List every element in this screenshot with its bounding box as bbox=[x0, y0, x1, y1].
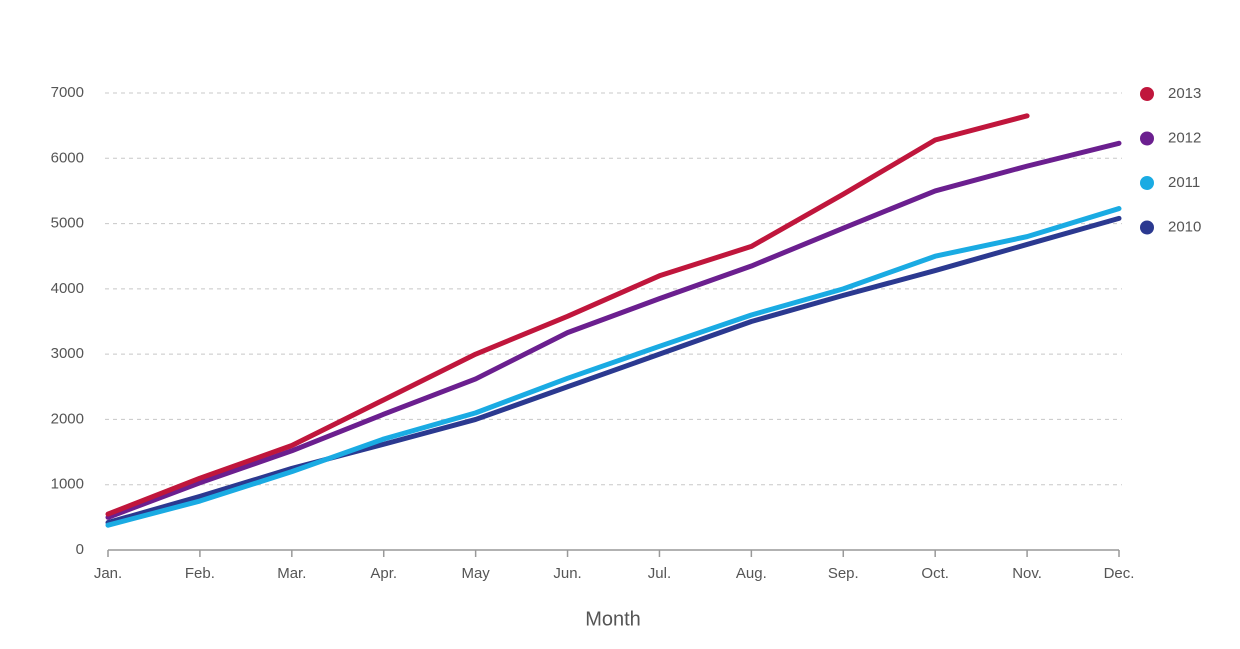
x-tick-label: Dec. bbox=[1104, 565, 1135, 582]
x-tick-label: Jan. bbox=[94, 565, 122, 582]
legend-marker bbox=[1140, 131, 1154, 146]
y-tick-label: 7000 bbox=[51, 84, 84, 101]
y-tick-label: 3000 bbox=[51, 345, 84, 362]
x-axis-title: Month bbox=[585, 608, 641, 630]
x-tick-label: Jul. bbox=[648, 565, 671, 582]
x-tick-label: Feb. bbox=[185, 565, 215, 582]
series-line bbox=[105, 113, 1030, 517]
x-tick-label: Aug. bbox=[736, 565, 767, 582]
x-tick-label: Mar. bbox=[277, 565, 306, 582]
x-tick-label: Nov. bbox=[1012, 565, 1042, 582]
y-tick-label: 0 bbox=[76, 541, 84, 558]
y-tick-label: 5000 bbox=[51, 215, 84, 232]
series-line bbox=[105, 206, 1122, 528]
x-tick-label: Jun. bbox=[553, 565, 581, 582]
legend-label: 2012 bbox=[1168, 129, 1201, 146]
series-line bbox=[105, 215, 1122, 526]
legend-label: 2010 bbox=[1168, 218, 1201, 235]
x-tick-label: Sep. bbox=[828, 565, 859, 582]
legend-marker bbox=[1140, 220, 1154, 235]
legend-marker bbox=[1140, 87, 1154, 101]
legend-marker bbox=[1140, 176, 1154, 190]
y-tick-label: 1000 bbox=[51, 476, 84, 493]
legend-label: 2013 bbox=[1168, 85, 1201, 102]
series-line bbox=[105, 140, 1122, 520]
y-tick-label: 4000 bbox=[51, 280, 84, 297]
x-tick-label: Oct. bbox=[921, 565, 949, 582]
x-tick-label: Apr. bbox=[370, 565, 397, 582]
y-tick-label: 2000 bbox=[51, 410, 84, 427]
legend-label: 2011 bbox=[1168, 174, 1200, 191]
x-tick-label: May bbox=[461, 565, 490, 582]
y-tick-label: 6000 bbox=[51, 149, 84, 166]
